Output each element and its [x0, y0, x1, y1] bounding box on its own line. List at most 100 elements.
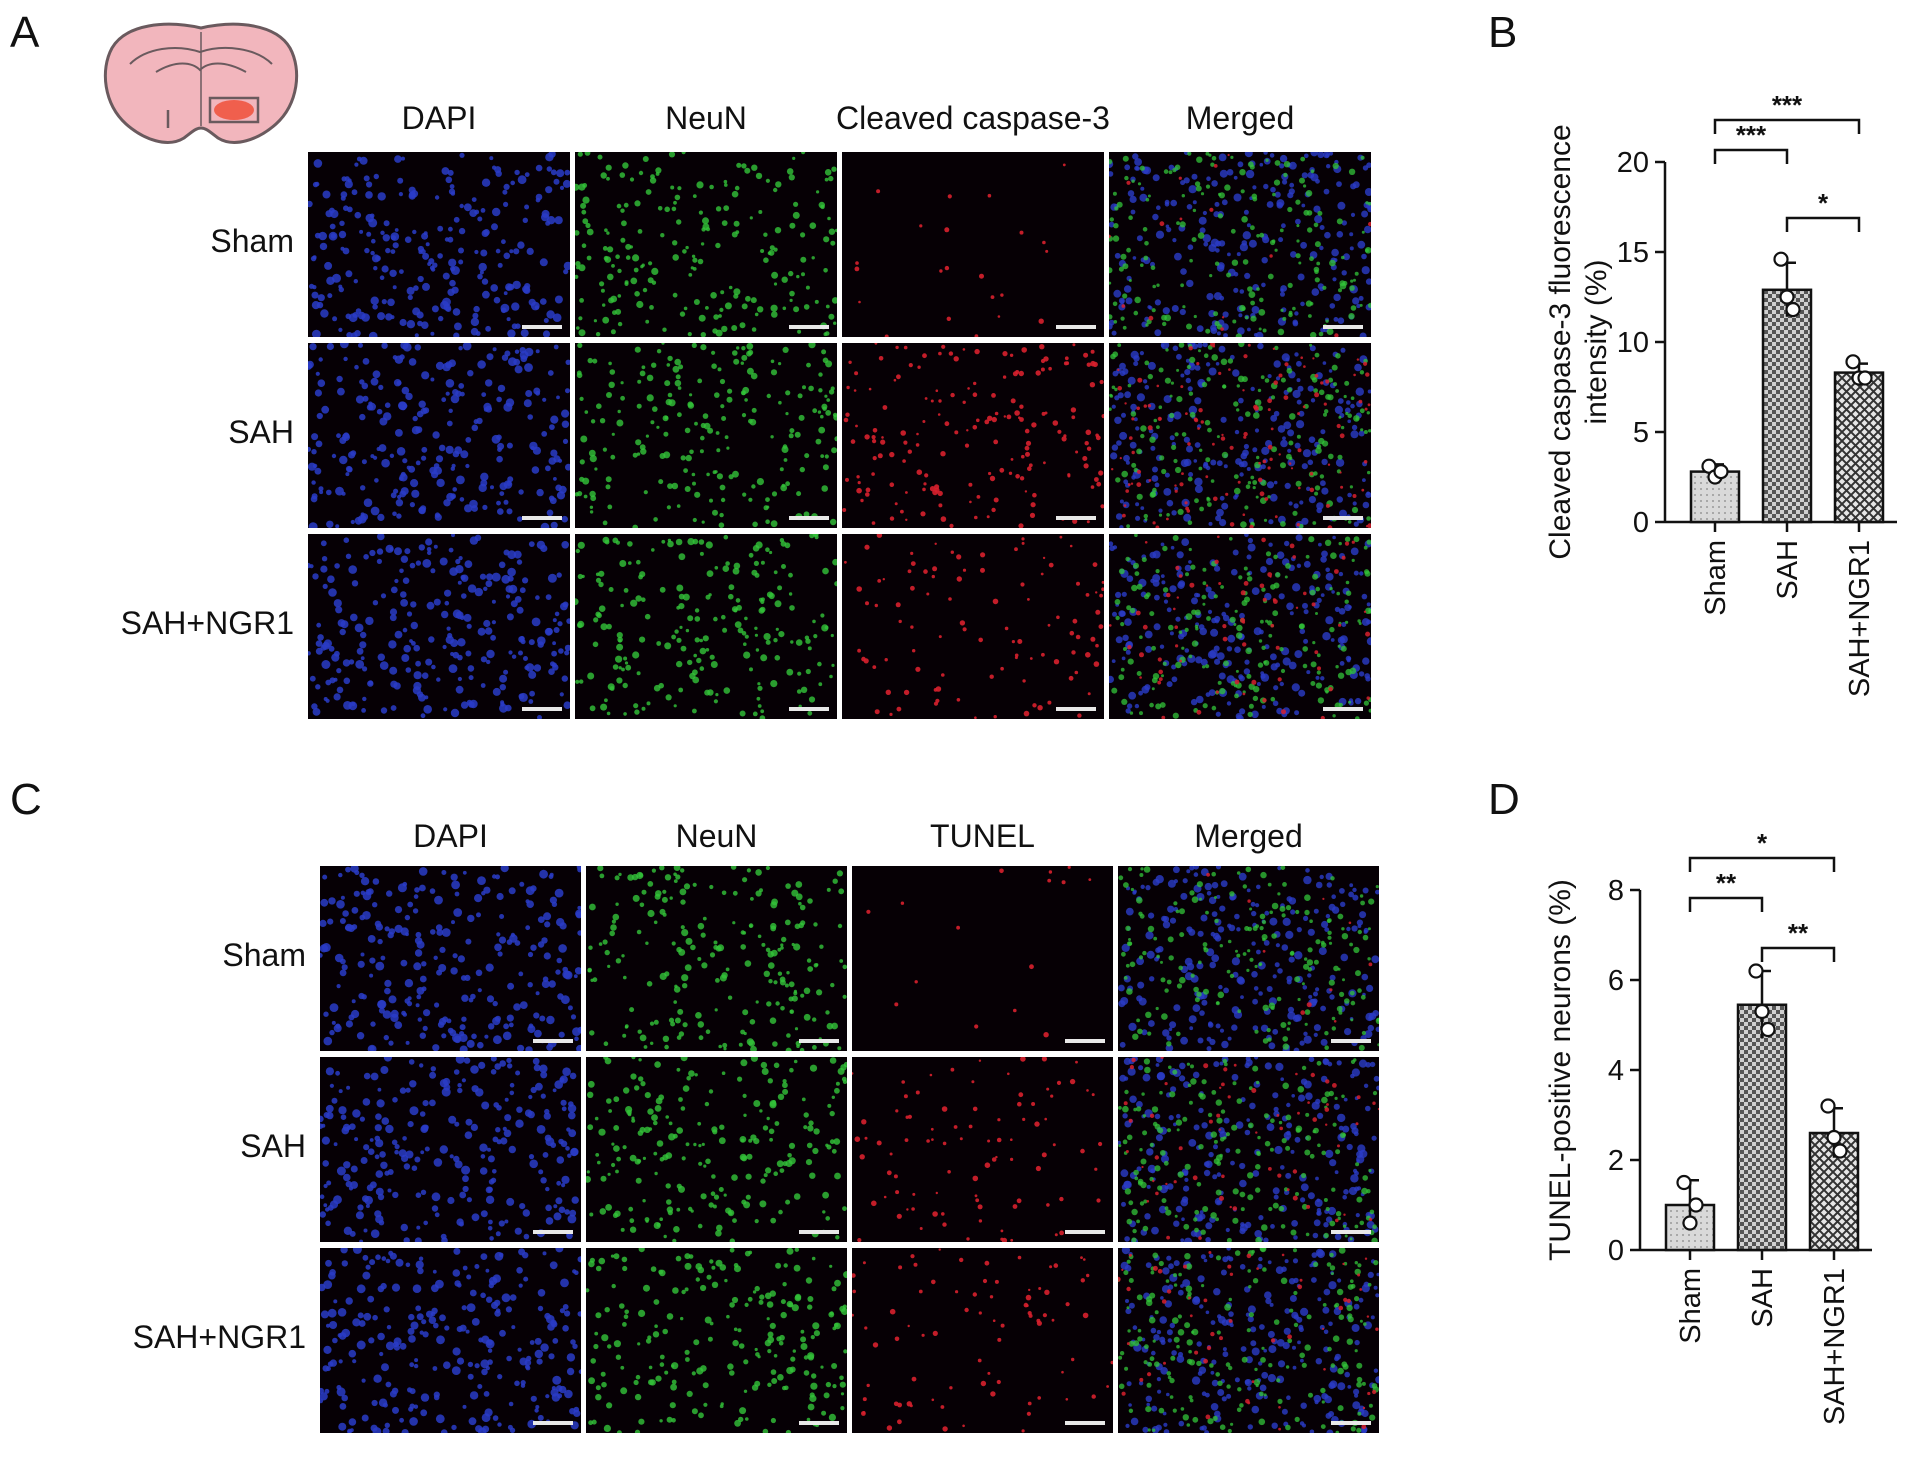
micrograph-a-1-1 [575, 343, 837, 528]
micrograph-c-2-2 [852, 1248, 1113, 1433]
significance-label: ** [1788, 918, 1809, 948]
micrograph-a-2-3 [1109, 534, 1371, 719]
data-point [1785, 302, 1801, 318]
micrograph-c-0-2 [852, 866, 1113, 1051]
data-point [1773, 251, 1789, 267]
x-tick-label: SAH+NGR1 [1819, 1268, 1851, 1425]
significance-bracket [1713, 118, 1861, 134]
micrograph-c-0-1 [586, 866, 847, 1051]
significance-bracket [1760, 946, 1836, 962]
data-point [1826, 1129, 1842, 1146]
scale-bar [1323, 707, 1363, 711]
data-point [1748, 963, 1764, 979]
micrograph-a-1-3 [1109, 343, 1371, 528]
micrograph-c-1-3 [1118, 1057, 1379, 1242]
micrograph-c-1-0 [320, 1057, 581, 1242]
micrograph-c-2-1 [586, 1248, 847, 1433]
significance-bracket [1713, 148, 1789, 164]
y-axis-label: Cleaved caspase-3 fluorescence intensity … [1544, 124, 1613, 559]
chart-d: 0 2 4 6 8 TUNEL-positive neurons (%) Sham SAH SA… [1544, 830, 1872, 1425]
micrograph-a-2-1 [575, 534, 837, 719]
scale-bar [1065, 1039, 1105, 1043]
scale-bar [533, 1421, 573, 1425]
scale-bar [1065, 1230, 1105, 1234]
scale-bar [1331, 1039, 1371, 1043]
y-tick-label: 6 [1608, 965, 1624, 997]
micrograph-a-1-2 [842, 343, 1104, 528]
micrograph-c-1-2 [852, 1057, 1113, 1242]
micrograph-a-1-0 [308, 343, 570, 528]
scale-bar [799, 1230, 839, 1234]
scale-bar [1323, 325, 1363, 329]
scale-bar [533, 1039, 573, 1043]
row-label-c-1: SAH [240, 1127, 306, 1164]
significance-label: *** [1772, 90, 1803, 120]
data-point [1857, 370, 1873, 386]
y-tick-label: 2 [1608, 1145, 1624, 1177]
x-tick-label: SAH+NGR1 [1844, 540, 1876, 697]
significance-bracket [1688, 856, 1836, 872]
micrograph-a-0-1 [575, 152, 837, 337]
data-point [1845, 354, 1861, 370]
x-tick-label: SAH [1772, 540, 1804, 600]
micrograph-a-2-0 [308, 534, 570, 719]
bar-sah [1761, 288, 1813, 524]
scale-bar [1331, 1421, 1371, 1425]
significance-bracket [1688, 896, 1764, 912]
column-header-c-0: DAPI [413, 818, 488, 854]
scale-bar [799, 1039, 839, 1043]
row-label-c-2: SAH+NGR1 [132, 1318, 306, 1355]
panel-label-a: A [10, 8, 40, 57]
x-tick-label: Sham [1675, 1268, 1707, 1344]
scale-bar [533, 1230, 573, 1234]
scale-bar [522, 707, 562, 711]
data-point [1682, 1215, 1698, 1231]
scale-bar [1056, 516, 1096, 520]
scale-bar [1065, 1421, 1105, 1425]
column-header-c-1: NeuN [675, 818, 758, 854]
y-tick-label: 8 [1608, 875, 1624, 907]
bar-sah [1736, 1003, 1788, 1252]
micrograph-a-0-3 [1109, 152, 1371, 337]
significance-label: * [1757, 830, 1768, 858]
brain-schematic-icon [103, 22, 299, 144]
scale-bar [799, 1421, 839, 1425]
significance-label: *** [1736, 120, 1767, 150]
column-header-a-1: NeuN [665, 100, 747, 136]
scale-bar [1056, 325, 1096, 329]
y-tick-label: 15 [1617, 237, 1649, 269]
significance-bracket [1785, 216, 1861, 232]
column-header-c-3: Merged [1194, 818, 1303, 854]
bar-sah-ngr1 [1833, 371, 1885, 524]
y-tick-label: 10 [1617, 327, 1649, 359]
row-label-c-0: Sham [222, 936, 306, 973]
scale-bar [1323, 516, 1363, 520]
micrograph-a-2-2 [842, 534, 1104, 719]
y-axis-label: TUNEL-positive neurons (%) [1544, 879, 1577, 1261]
panel-label-d: D [1488, 775, 1520, 824]
data-point [1760, 1021, 1776, 1038]
row-label-a-1: SAH [228, 413, 294, 450]
data-point [1779, 289, 1795, 305]
scale-bar [789, 516, 829, 520]
significance-label: * [1818, 188, 1829, 218]
data-point [1832, 1143, 1848, 1159]
x-tick-label: Sham [1700, 540, 1732, 616]
scale-bar [1056, 707, 1096, 711]
data-point [1688, 1197, 1704, 1213]
data-point [1713, 464, 1729, 480]
micrograph-a-0-0 [308, 152, 570, 337]
column-header-a-3: Merged [1185, 100, 1295, 136]
significance-label: ** [1716, 868, 1737, 898]
x-tick-label: SAH [1747, 1268, 1779, 1328]
micrograph-c-2-0 [320, 1248, 581, 1433]
scale-bar [789, 325, 829, 329]
scale-bar [1331, 1230, 1371, 1234]
data-point [1820, 1098, 1836, 1114]
y-tick-label: 0 [1608, 1235, 1624, 1267]
y-tick-label: 5 [1633, 417, 1649, 449]
scale-bar [522, 516, 562, 520]
micrograph-c-0-3 [1118, 866, 1379, 1051]
row-label-a-2: SAH+NGR1 [120, 604, 294, 641]
